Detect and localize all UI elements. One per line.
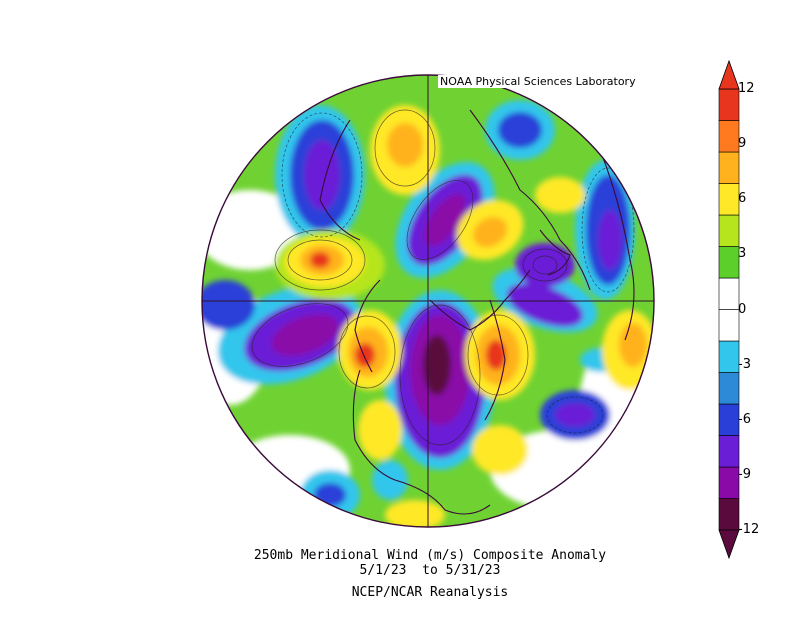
map-title: 250mb Meridional Wind (m/s) Composite An…: [253, 548, 607, 563]
colorbar-tick-label: 0: [738, 301, 747, 317]
colorbar-tick-label: -3: [738, 356, 751, 372]
colorbar-segment: [718, 88, 740, 121]
colorbar-min-arrow: [718, 529, 740, 560]
colorbar-segment: [718, 120, 740, 153]
colorbar-segment: [718, 214, 740, 247]
colorbar-segment: [718, 246, 740, 279]
colorbar-segment: [718, 340, 740, 373]
colorbar-segment: [718, 372, 740, 405]
colorbar-tick-label: 6: [738, 191, 747, 207]
colorbar-segment: [718, 435, 740, 468]
credit-label: NOAA Physical Sciences Laboratory: [438, 75, 638, 88]
anomaly-field: [202, 75, 654, 527]
colorbar-tick-label: -12: [738, 522, 760, 537]
colorbar-segment: [718, 183, 740, 216]
map-boundary: [201, 74, 655, 528]
colorbar-tick-label: 3: [738, 246, 747, 262]
colorbar: [718, 59, 740, 560]
colorbar-segment: [718, 466, 740, 499]
colorbar-tick-label: 12: [738, 81, 755, 96]
colorbar-max-arrow: [718, 59, 740, 90]
colorbar-segment: [718, 277, 740, 310]
colorbar-segment: [718, 151, 740, 184]
colorbar-tick-label: -6: [738, 411, 751, 427]
dataset-label: NCEP/NCAR Reanalysis: [351, 585, 509, 600]
colorbar-segment: [718, 498, 740, 531]
colorbar-tick-label: -9: [738, 466, 751, 482]
date-range: 5/1/23 to 5/31/23: [359, 563, 501, 578]
colorbar-tick-label: 9: [738, 136, 747, 152]
colorbar-segment: [718, 309, 740, 342]
colorbar-segment: [718, 403, 740, 436]
